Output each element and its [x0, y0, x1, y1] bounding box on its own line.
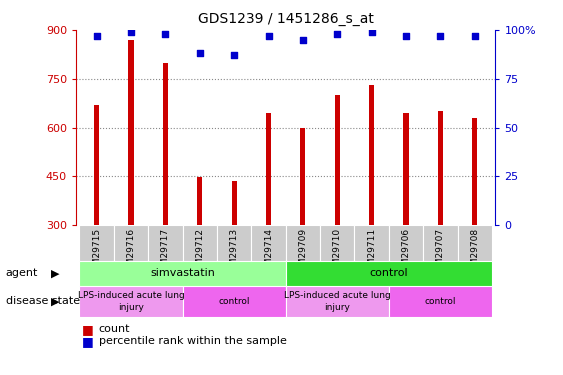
Point [161, 31, 170, 37]
Point [92, 33, 101, 39]
Bar [389, 286, 492, 317]
Text: control: control [218, 297, 250, 306]
Bar [114, 225, 148, 261]
Bar [286, 261, 492, 286]
Bar [320, 225, 355, 261]
Bar [217, 225, 251, 261]
Bar [79, 286, 182, 317]
Text: GSM29710: GSM29710 [333, 228, 342, 277]
Point [298, 37, 307, 43]
Bar [94, 105, 99, 225]
Point [127, 29, 136, 35]
Bar [148, 225, 182, 261]
Bar [128, 40, 133, 225]
Text: percentile rank within the sample: percentile rank within the sample [99, 336, 287, 346]
Text: agent: agent [6, 268, 38, 278]
Point [333, 31, 342, 37]
Bar [79, 225, 114, 261]
Text: GSM29707: GSM29707 [436, 228, 445, 277]
Text: ▶: ▶ [51, 268, 60, 278]
Point [264, 33, 273, 39]
Point [230, 53, 239, 58]
Bar [458, 225, 492, 261]
Text: GSM29706: GSM29706 [401, 228, 410, 277]
Text: simvastatin: simvastatin [150, 268, 215, 278]
Bar [197, 177, 202, 225]
Bar [182, 286, 286, 317]
Bar [423, 225, 458, 261]
Text: GSM29709: GSM29709 [298, 228, 307, 277]
Bar [472, 118, 477, 225]
Point [401, 33, 410, 39]
Point [367, 29, 376, 35]
Bar [251, 225, 286, 261]
Text: LPS-induced acute lung
injury: LPS-induced acute lung injury [78, 291, 185, 312]
Text: disease state: disease state [6, 297, 80, 306]
Bar [404, 113, 409, 225]
Bar [355, 225, 389, 261]
Point [195, 50, 204, 56]
Bar [300, 128, 306, 225]
Text: ■: ■ [82, 335, 93, 348]
Text: control: control [369, 268, 408, 278]
Text: GSM29713: GSM29713 [230, 228, 239, 277]
Text: GSM29716: GSM29716 [127, 228, 136, 277]
Bar [389, 225, 423, 261]
Bar [182, 225, 217, 261]
Text: ■: ■ [82, 323, 93, 336]
Bar [266, 113, 271, 225]
Text: count: count [99, 324, 130, 334]
Text: GSM29711: GSM29711 [367, 228, 376, 277]
Bar [438, 111, 443, 225]
Bar [335, 95, 340, 225]
Text: ▶: ▶ [51, 297, 60, 306]
Text: GSM29714: GSM29714 [264, 228, 273, 277]
Text: GSM29712: GSM29712 [195, 228, 204, 277]
Point [436, 33, 445, 39]
Bar [369, 85, 374, 225]
Text: GSM29715: GSM29715 [92, 228, 101, 277]
Bar [286, 286, 389, 317]
Bar [286, 225, 320, 261]
Point [470, 33, 479, 39]
Bar [79, 261, 286, 286]
Text: GSM29708: GSM29708 [470, 228, 479, 277]
Text: GSM29717: GSM29717 [161, 228, 170, 277]
Title: GDS1239 / 1451286_s_at: GDS1239 / 1451286_s_at [198, 12, 374, 26]
Text: LPS-induced acute lung
injury: LPS-induced acute lung injury [284, 291, 391, 312]
Text: control: control [425, 297, 456, 306]
Bar [231, 181, 236, 225]
Bar [163, 63, 168, 225]
